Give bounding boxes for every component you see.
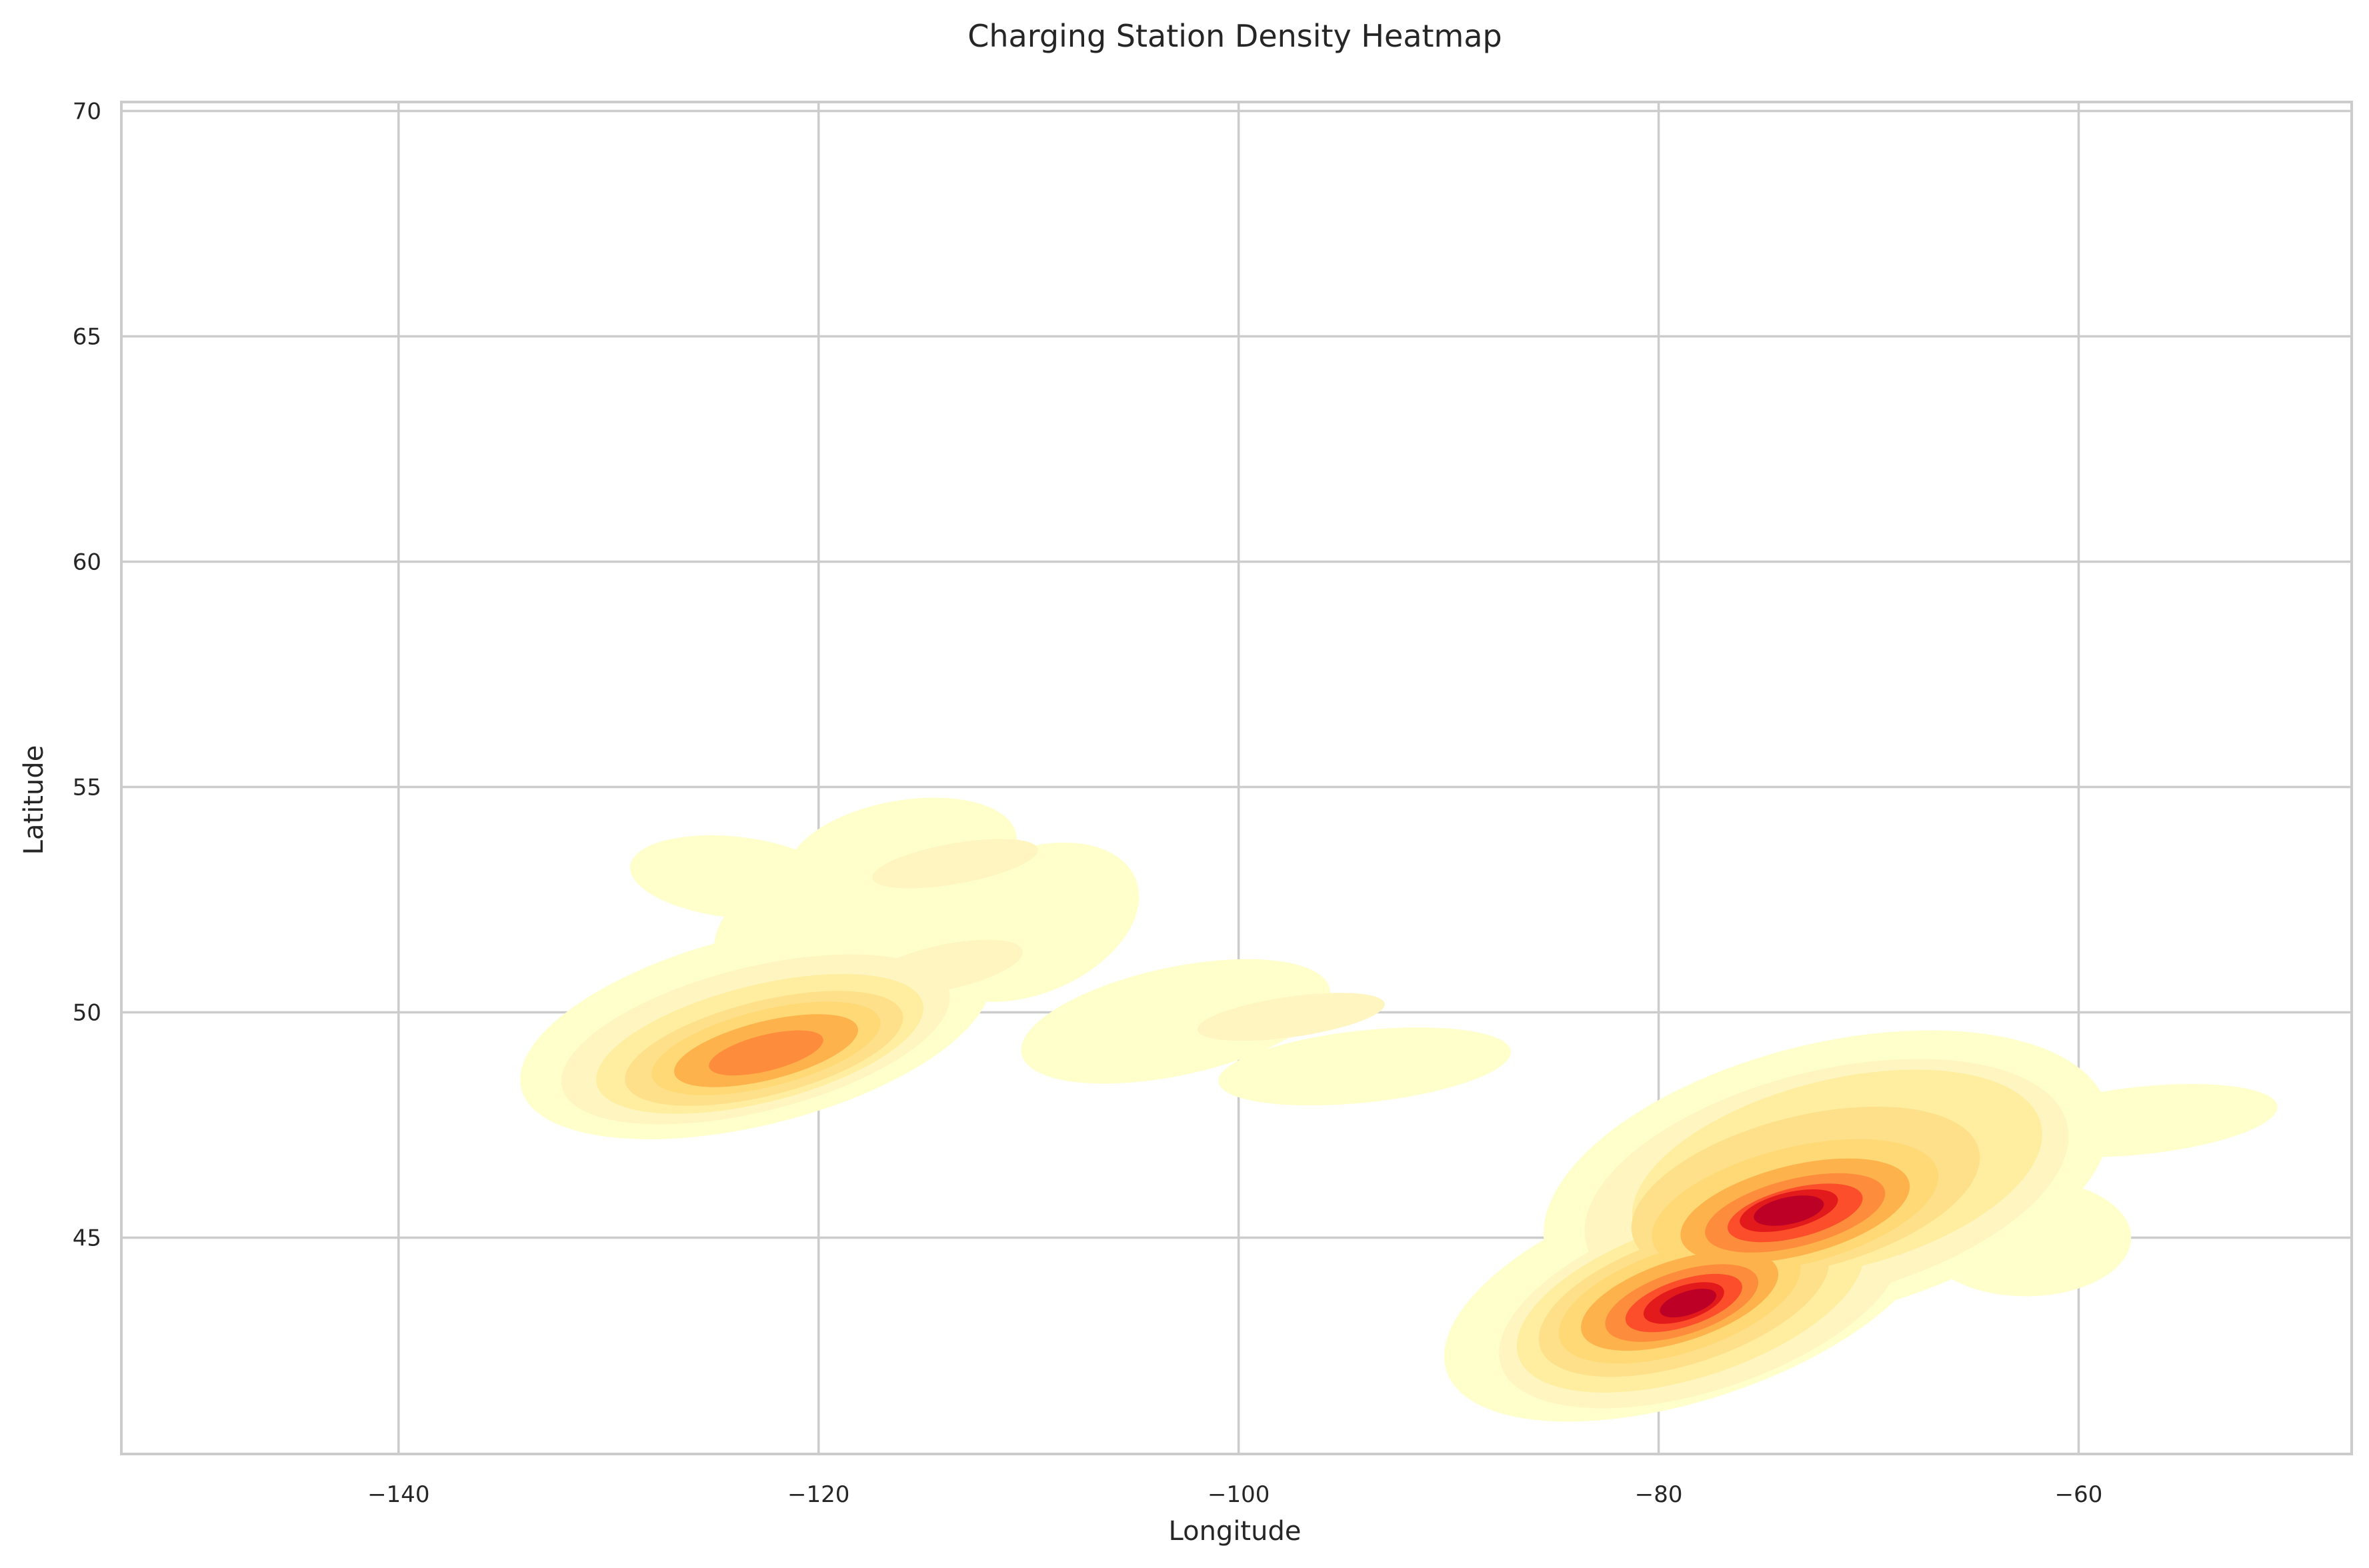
y-tick-label: 65: [73, 324, 101, 351]
density-band-level-9: [1754, 1195, 1824, 1226]
x-axis-label: Longitude: [1169, 1516, 1302, 1547]
y-tick-label: 55: [73, 775, 101, 801]
density-band-level-0: [629, 835, 839, 919]
y-tick-label: 50: [73, 1000, 101, 1027]
density-band-level-1: [866, 939, 1023, 995]
density-band-level-1: [1197, 993, 1385, 1041]
x-tick-label: −100: [1208, 1481, 1270, 1508]
y-axis-label: Latitude: [19, 745, 49, 855]
x-tick-label: −140: [367, 1481, 429, 1508]
density-band-level-6: [709, 1030, 823, 1076]
density-band-level-0: [2006, 1083, 2278, 1157]
density-band-level-9: [1660, 1288, 1716, 1318]
chart-title: Charging Station Density Heatmap: [967, 18, 1502, 54]
axes-frame: [120, 101, 2353, 1455]
y-tick-labels: 45 50 55 60 65 70: [73, 99, 101, 1252]
x-tick-label: −120: [787, 1481, 849, 1508]
y-tick-label: 45: [73, 1225, 101, 1252]
y-tick-label: 70: [73, 99, 101, 125]
density-band-level-0: [1021, 959, 1330, 1084]
y-tick-label: 60: [73, 549, 101, 576]
x-tick-label: −60: [2055, 1481, 2103, 1508]
grid-lines: [121, 102, 2352, 1454]
x-tick-labels: −140 −120 −100 −80 −60: [367, 1481, 2102, 1508]
density-band-level-0: [1218, 1027, 1511, 1106]
density-band-level-1: [872, 839, 1038, 889]
x-tick-label: −80: [1635, 1481, 1683, 1508]
density-contours: [520, 797, 2278, 1422]
axes-spines: [120, 101, 2353, 1455]
